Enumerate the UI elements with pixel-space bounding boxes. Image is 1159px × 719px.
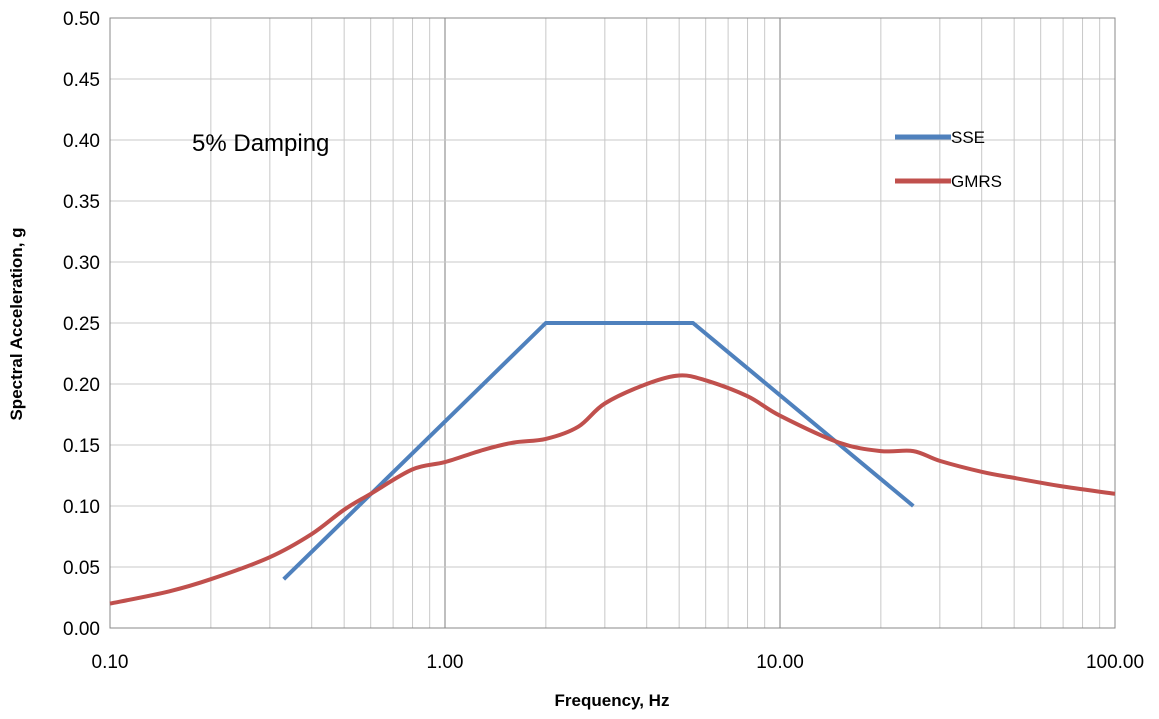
y-tick-label: 0.15 xyxy=(63,436,100,457)
legend: SSE GMRS xyxy=(895,128,1002,191)
x-axis-title: Frequency, Hz xyxy=(555,691,670,710)
y-tick-label: 0.45 xyxy=(63,70,100,91)
plot-area-border xyxy=(109,17,1116,629)
y-tick-label: 0.00 xyxy=(63,619,100,640)
damping-annotation: 5% Damping xyxy=(192,130,329,157)
y-tick-label: 0.20 xyxy=(63,375,100,396)
y-tick-label: 0.05 xyxy=(63,558,100,579)
y-axis-title: Spectral Acceleration, g xyxy=(7,227,26,420)
x-tick-label: 100.00 xyxy=(1086,652,1144,673)
y-tick-label: 0.50 xyxy=(63,9,100,30)
x-tick-label: 10.00 xyxy=(756,652,804,673)
legend-label-gmrs: GMRS xyxy=(951,172,1002,191)
series-line-sse xyxy=(282,321,915,581)
series-lines xyxy=(109,321,1116,606)
y-tick-label: 0.35 xyxy=(63,192,100,213)
y-axis-tick-labels: 0.00 0.05 0.10 0.15 0.20 0.25 0.30 0.35 0.40 0.45… xyxy=(63,9,100,640)
y-tick-label: 0.10 xyxy=(63,497,100,518)
y-tick-label: 0.30 xyxy=(63,253,100,274)
y-tick-label: 0.40 xyxy=(63,131,100,152)
x-tick-label: 1.00 xyxy=(427,652,464,673)
x-tick-label: 0.10 xyxy=(92,652,129,673)
x-axis-tick-labels: 0.10 1.00 10.00 100.00 xyxy=(92,652,1145,673)
y-tick-label: 0.25 xyxy=(63,314,100,335)
legend-label-sse: SSE xyxy=(951,128,985,147)
series-line-gmrs xyxy=(109,373,1116,606)
